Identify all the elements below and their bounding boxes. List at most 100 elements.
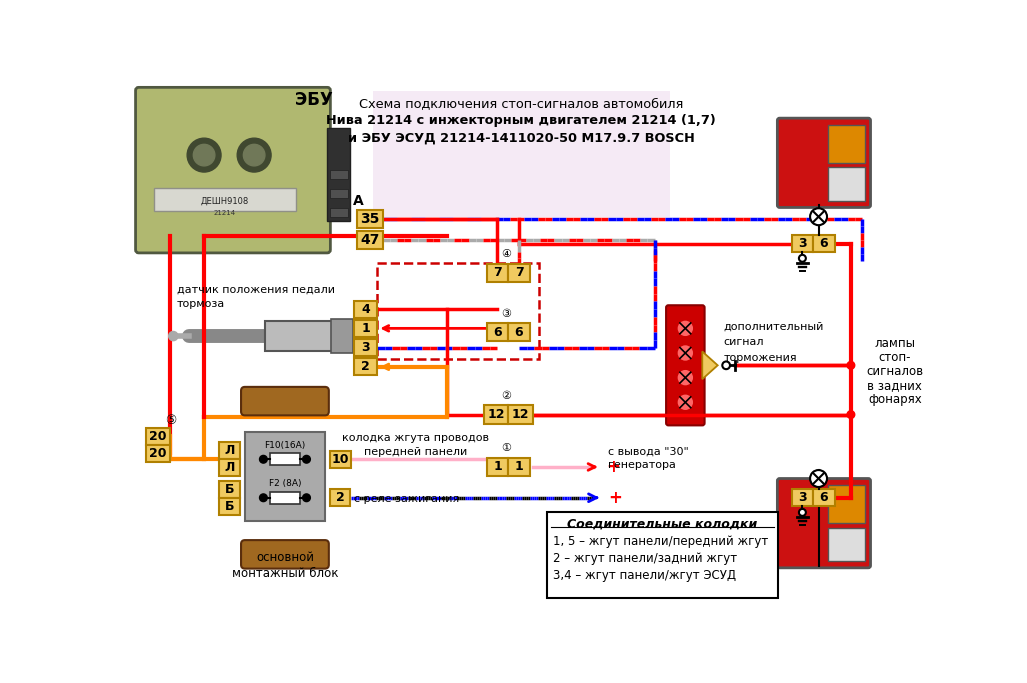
Text: +: +	[608, 489, 622, 507]
Bar	[354, 339, 377, 356]
Circle shape	[810, 208, 827, 225]
Text: F2 (8A): F2 (8A)	[269, 479, 301, 488]
Text: передней панели: передней панели	[365, 447, 467, 456]
Circle shape	[193, 144, 215, 166]
Bar	[356, 210, 383, 228]
Text: 6: 6	[820, 491, 828, 504]
Text: Б: Б	[225, 483, 234, 496]
Circle shape	[303, 456, 310, 463]
Text: Л: Л	[224, 461, 235, 474]
Bar	[331, 489, 350, 506]
Circle shape	[243, 144, 265, 166]
Circle shape	[810, 470, 827, 487]
Circle shape	[847, 361, 854, 370]
Bar	[354, 301, 377, 318]
Bar	[219, 481, 240, 498]
Text: ⑤: ⑤	[165, 415, 177, 428]
FancyBboxPatch shape	[777, 118, 871, 208]
Text: основной: основной	[256, 551, 314, 564]
Bar	[813, 235, 835, 252]
Bar	[508, 458, 530, 476]
Bar	[484, 405, 508, 424]
Bar	[269, 492, 300, 504]
Circle shape	[168, 331, 178, 341]
Text: лампы: лампы	[874, 337, 915, 350]
Text: 6: 6	[820, 237, 828, 250]
Text: Схема подключения стоп-сигналов автомобиля: Схема подключения стоп-сигналов автомоби…	[359, 98, 684, 111]
Circle shape	[799, 509, 806, 516]
Bar	[792, 235, 813, 252]
Bar	[356, 231, 383, 249]
Bar	[828, 486, 865, 523]
Circle shape	[799, 255, 806, 262]
Circle shape	[678, 320, 693, 336]
Text: 2 – жгут панели/задний жгут: 2 – жгут панели/задний жгут	[553, 552, 737, 565]
Circle shape	[237, 138, 271, 172]
Bar	[244, 432, 325, 521]
Text: 20: 20	[149, 430, 166, 443]
Text: фонарях: фонарях	[868, 393, 921, 406]
Text: 1: 1	[362, 322, 370, 335]
FancyBboxPatch shape	[777, 479, 871, 568]
Text: 3: 3	[798, 491, 806, 504]
Text: ①: ①	[502, 443, 511, 454]
Text: 2: 2	[336, 491, 345, 504]
Text: 3: 3	[362, 341, 370, 354]
Circle shape	[678, 370, 693, 385]
Text: тормоза: тормоза	[177, 298, 225, 309]
FancyBboxPatch shape	[265, 322, 332, 350]
Bar	[154, 189, 297, 211]
Bar	[330, 170, 348, 179]
Bar	[508, 264, 530, 282]
Circle shape	[187, 138, 221, 172]
Text: 47: 47	[359, 233, 379, 247]
Bar	[269, 453, 300, 465]
Circle shape	[260, 494, 267, 501]
Bar	[219, 443, 240, 459]
Text: 7: 7	[493, 266, 502, 279]
Text: сигналов: сигналов	[866, 365, 923, 378]
Bar	[828, 528, 865, 561]
Text: Б: Б	[225, 500, 234, 513]
FancyBboxPatch shape	[136, 87, 331, 253]
Text: F10(16A): F10(16A)	[264, 441, 306, 450]
Text: 3,4 – жгут панели/жгут ЭСУД: 3,4 – жгут панели/жгут ЭСУД	[553, 569, 736, 582]
Text: с реле зажигания: с реле зажигания	[354, 494, 459, 504]
Bar	[508, 405, 533, 424]
Bar	[330, 189, 348, 198]
Bar	[374, 92, 670, 217]
Text: 2: 2	[362, 361, 370, 374]
Bar	[328, 128, 350, 221]
Text: Нива 21214 с инжекторным двигателем 21214 (1,7): Нива 21214 с инжекторным двигателем 2121…	[327, 114, 716, 127]
Bar	[487, 458, 508, 476]
Circle shape	[847, 410, 854, 419]
FancyBboxPatch shape	[667, 305, 705, 426]
Circle shape	[678, 395, 693, 410]
Text: стоп-: стоп-	[878, 351, 911, 364]
Text: 4: 4	[362, 303, 370, 316]
Bar	[508, 323, 530, 342]
Text: 1: 1	[493, 460, 502, 473]
Bar	[331, 319, 352, 353]
Text: ДЕШН9108: ДЕШН9108	[200, 197, 249, 206]
Text: с вывода "30": с вывода "30"	[608, 447, 689, 456]
Text: Л: Л	[224, 444, 235, 458]
Text: 7: 7	[515, 266, 524, 279]
Text: дополнительный: дополнительный	[724, 322, 825, 332]
Bar	[792, 489, 813, 506]
Text: 10: 10	[332, 453, 349, 466]
Bar	[219, 498, 240, 515]
Text: 12: 12	[511, 408, 529, 421]
Bar	[146, 428, 170, 445]
Bar	[330, 451, 351, 468]
FancyBboxPatch shape	[241, 540, 329, 569]
Text: 1: 1	[515, 460, 524, 473]
Circle shape	[260, 456, 267, 463]
Text: колодка жгута проводов: колодка жгута проводов	[342, 433, 489, 443]
Text: 21214: 21214	[214, 210, 236, 216]
Text: ③: ③	[502, 309, 511, 319]
Text: в задних: в задних	[868, 379, 922, 392]
Bar	[487, 323, 508, 342]
Text: А: А	[352, 194, 364, 208]
Text: монтажный блок: монтажный блок	[232, 567, 338, 580]
